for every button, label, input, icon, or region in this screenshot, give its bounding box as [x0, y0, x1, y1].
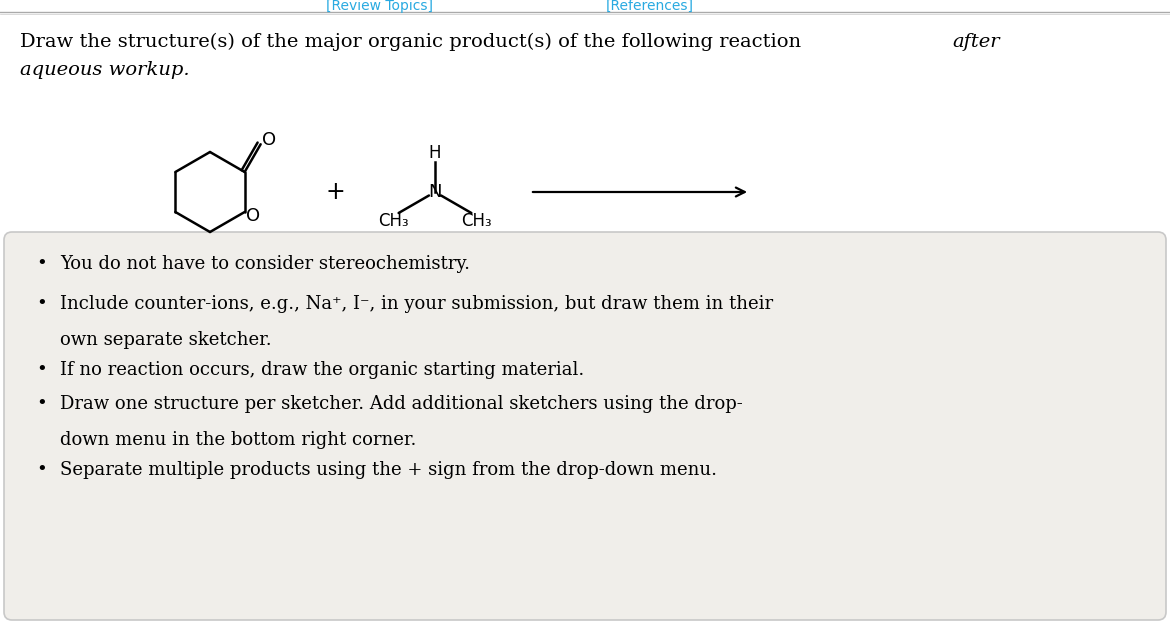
- Text: CH₃: CH₃: [378, 212, 410, 230]
- Text: Separate multiple products using the + sign from the drop-down menu.: Separate multiple products using the + s…: [60, 461, 717, 479]
- Text: •: •: [36, 255, 47, 273]
- Text: CH₃: CH₃: [461, 212, 491, 230]
- Text: O: O: [262, 131, 276, 149]
- Text: Include counter-ions, e.g., Na⁺, I⁻, in your submission, but draw them in their: Include counter-ions, e.g., Na⁺, I⁻, in …: [60, 295, 773, 313]
- Text: N: N: [428, 183, 442, 201]
- Text: •: •: [36, 361, 47, 379]
- Text: H: H: [428, 144, 441, 162]
- Text: O: O: [246, 207, 260, 225]
- Text: +: +: [325, 180, 345, 204]
- FancyBboxPatch shape: [4, 232, 1166, 620]
- Text: •: •: [36, 295, 47, 313]
- Text: •: •: [36, 461, 47, 479]
- Text: aqueous workup.: aqueous workup.: [20, 61, 190, 79]
- Text: after: after: [952, 33, 999, 51]
- Text: down menu in the bottom right corner.: down menu in the bottom right corner.: [60, 431, 417, 449]
- Text: own separate sketcher.: own separate sketcher.: [60, 331, 271, 349]
- Text: Draw the structure(s) of the major organic product(s) of the following reaction: Draw the structure(s) of the major organ…: [20, 33, 807, 51]
- Text: If no reaction occurs, draw the organic starting material.: If no reaction occurs, draw the organic …: [60, 361, 584, 379]
- Text: You do not have to consider stereochemistry.: You do not have to consider stereochemis…: [60, 255, 470, 273]
- Text: [References]: [References]: [606, 0, 694, 13]
- Text: •: •: [36, 395, 47, 413]
- Text: [Review Topics]: [Review Topics]: [326, 0, 434, 13]
- Text: Draw one structure per sketcher. Add additional sketchers using the drop-: Draw one structure per sketcher. Add add…: [60, 395, 743, 413]
